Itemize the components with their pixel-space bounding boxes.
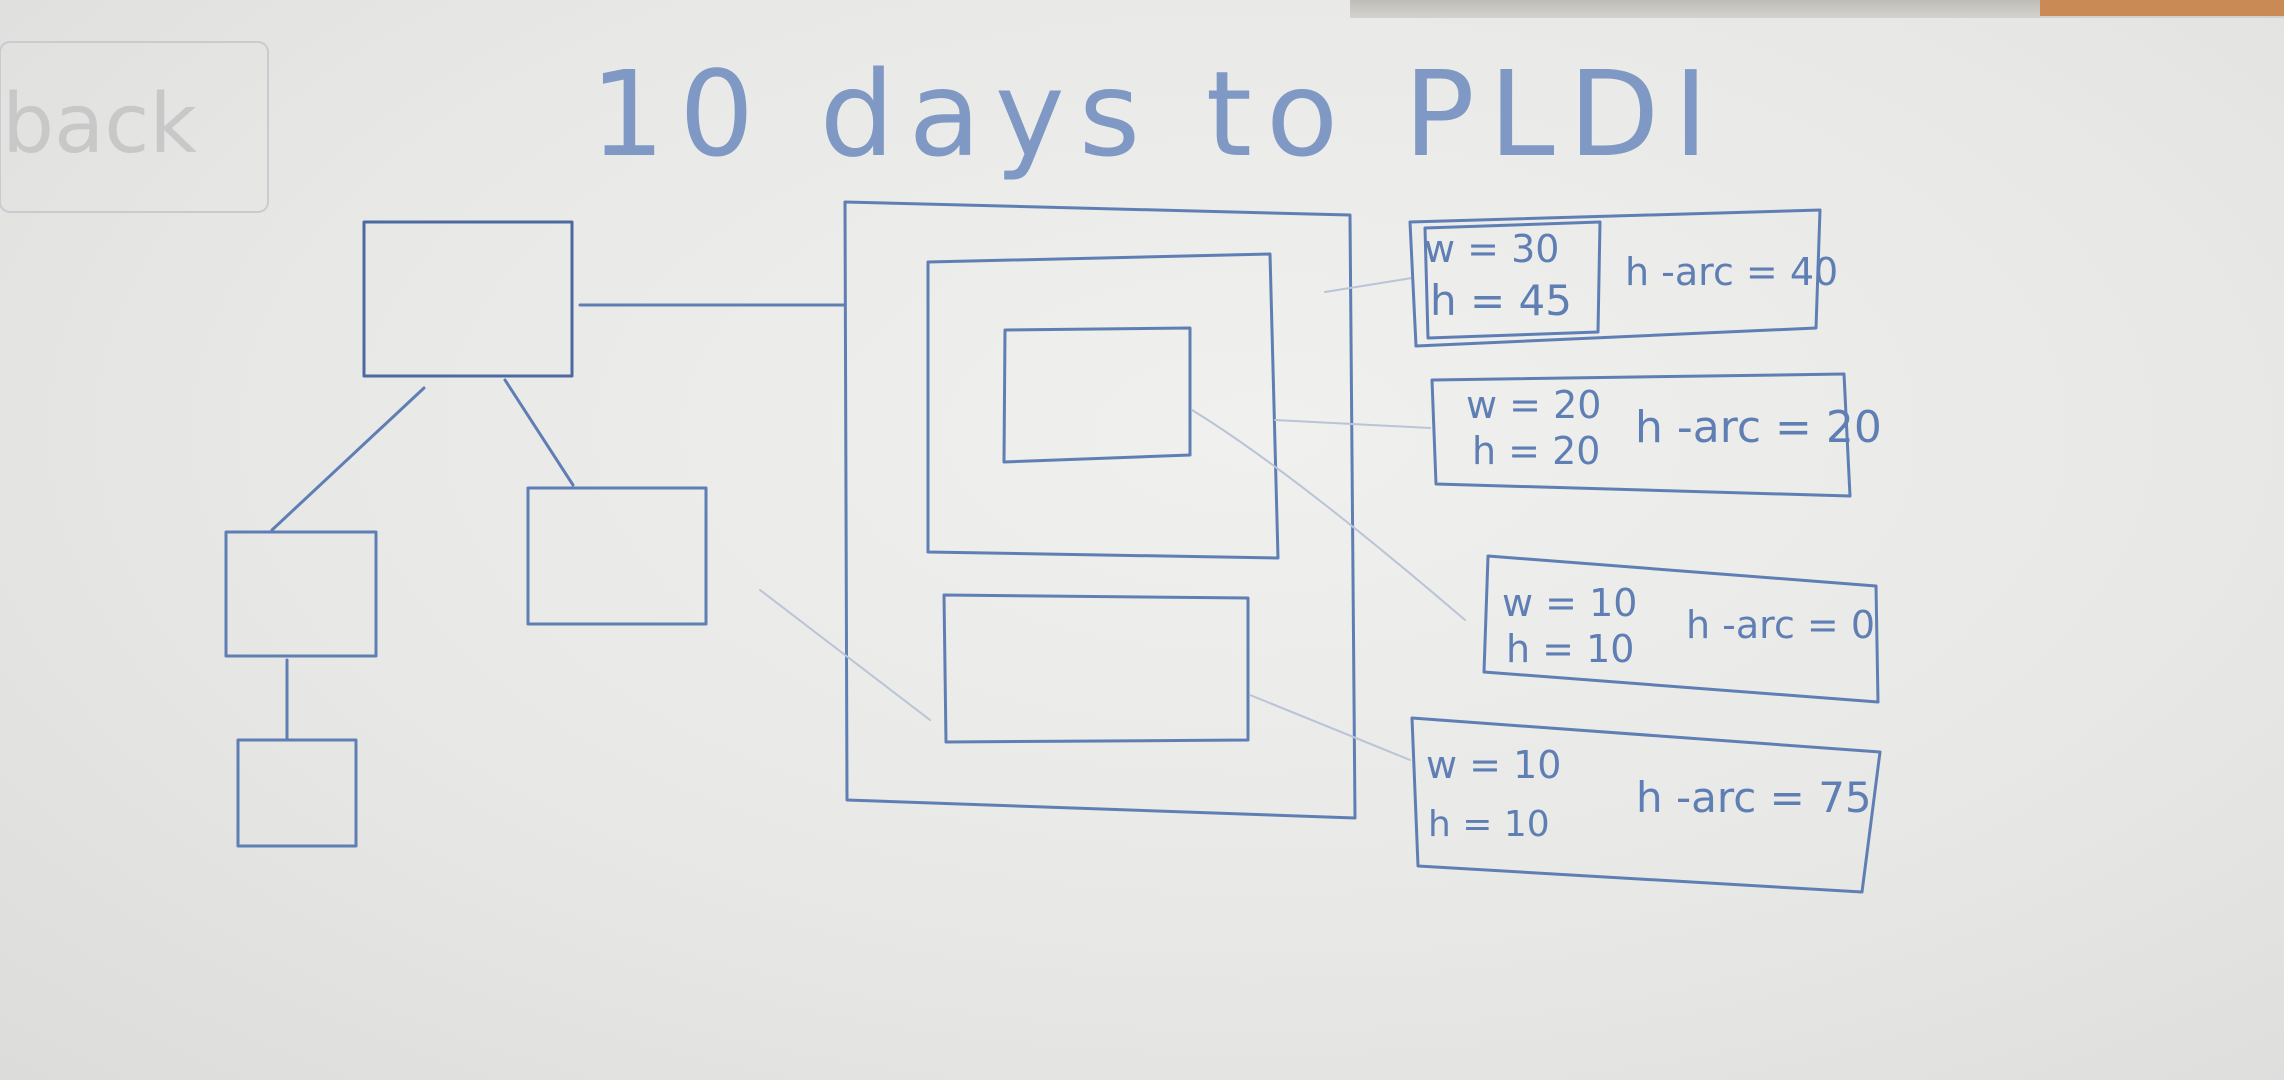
- tree-child-node-left: [224, 530, 378, 658]
- info-box: w = 10 h = 10 h -arc = 75: [1410, 716, 1882, 894]
- whiteboard-title: 10 days to PLDI: [590, 45, 1722, 183]
- pointer-line: [1274, 419, 1431, 429]
- info-height-label: h = 20: [1472, 429, 1600, 473]
- tree-root-node: [362, 220, 574, 378]
- tree-leaf-node: [236, 738, 358, 848]
- tree-child-node-right: [526, 486, 708, 626]
- inner-box: [1002, 326, 1192, 464]
- info-box-border: [1410, 716, 1882, 894]
- info-box-dims: [1423, 220, 1602, 340]
- info-box: w = 30 h = 45 h -arc = 40: [1408, 208, 1838, 348]
- info-height-label: h = 10: [1506, 627, 1634, 671]
- wall-trim: [2040, 0, 2284, 16]
- info-box-border: [1482, 554, 1880, 704]
- tree-edge: [270, 386, 426, 532]
- info-width-label: w = 10: [1426, 743, 1561, 787]
- bottom-box: [942, 593, 1250, 744]
- info-height-label: h = 10: [1428, 804, 1550, 845]
- info-width-label: w = 10: [1502, 581, 1637, 625]
- pointer-line: [1324, 277, 1413, 293]
- info-arc-label: h -arc = 40: [1625, 250, 1838, 294]
- info-box: w = 20 h = 20 h -arc = 20: [1430, 372, 1882, 498]
- info-height-label: h = 45: [1430, 276, 1572, 325]
- info-arc-label: h -arc = 20: [1635, 402, 1882, 453]
- ghost-text: back: [2, 77, 197, 172]
- info-box-border: [1408, 208, 1822, 348]
- pointer-line: [1191, 409, 1466, 621]
- pointer-line: [1249, 694, 1411, 761]
- tree-edge: [503, 378, 575, 487]
- tree-diagram: [224, 220, 708, 848]
- info-box: w = 10 h = 10 h -arc = 0: [1482, 554, 1880, 704]
- info-arc-label: h -arc = 75: [1636, 773, 1872, 822]
- erased-area: [0, 41, 269, 213]
- pointer-line: [759, 589, 931, 721]
- info-box-border: [1430, 372, 1852, 498]
- info-width-label: w = 30: [1424, 227, 1559, 271]
- info-arc-label: h -arc = 0: [1686, 603, 1875, 647]
- outer-container: [843, 200, 1357, 820]
- info-width-label: w = 20: [1466, 383, 1601, 427]
- layout-diagram: [843, 200, 1357, 820]
- middle-container: [926, 252, 1280, 560]
